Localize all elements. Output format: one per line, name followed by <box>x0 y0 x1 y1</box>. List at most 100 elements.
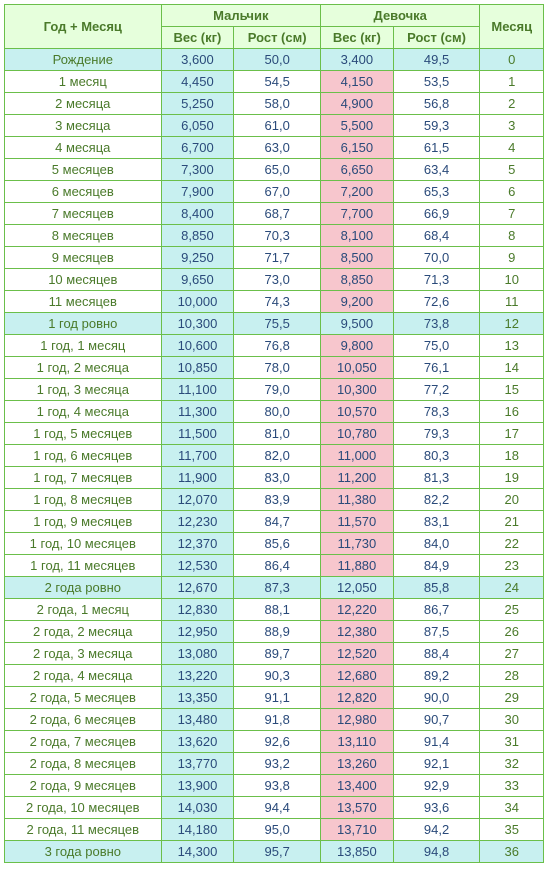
boy-height: 63,0 <box>234 137 321 159</box>
table-row: 1 год, 4 месяца11,30080,010,57078,316 <box>5 401 544 423</box>
month-number: 14 <box>480 357 544 379</box>
age-label: 3 года ровно <box>5 841 162 863</box>
girl-weight: 4,150 <box>321 71 394 93</box>
table-row: 2 года, 8 месяцев13,77093,213,26092,132 <box>5 753 544 775</box>
month-number: 1 <box>480 71 544 93</box>
month-number: 5 <box>480 159 544 181</box>
boy-height: 70,3 <box>234 225 321 247</box>
girl-weight: 7,700 <box>321 203 394 225</box>
girl-weight: 13,110 <box>321 731 394 753</box>
girl-weight: 11,000 <box>321 445 394 467</box>
girl-weight: 3,400 <box>321 49 394 71</box>
girl-weight: 12,220 <box>321 599 394 621</box>
table-row: 6 месяцев7,90067,07,20065,36 <box>5 181 544 203</box>
month-number: 12 <box>480 313 544 335</box>
boy-weight: 12,830 <box>161 599 234 621</box>
girl-height: 65,3 <box>393 181 480 203</box>
age-label: 1 год, 9 месяцев <box>5 511 162 533</box>
girl-weight: 9,500 <box>321 313 394 335</box>
month-number: 31 <box>480 731 544 753</box>
girl-height: 94,8 <box>393 841 480 863</box>
girl-weight: 11,380 <box>321 489 394 511</box>
month-number: 28 <box>480 665 544 687</box>
girl-weight: 6,150 <box>321 137 394 159</box>
boy-height: 85,6 <box>234 533 321 555</box>
boy-weight: 12,530 <box>161 555 234 577</box>
age-label: 2 года, 5 месяцев <box>5 687 162 709</box>
table-row: 1 год, 9 месяцев12,23084,711,57083,121 <box>5 511 544 533</box>
table-row: 1 год, 6 месяцев11,70082,011,00080,318 <box>5 445 544 467</box>
girl-height: 94,2 <box>393 819 480 841</box>
boy-height: 86,4 <box>234 555 321 577</box>
month-number: 15 <box>480 379 544 401</box>
girl-weight: 12,050 <box>321 577 394 599</box>
age-label: 1 год, 3 месяца <box>5 379 162 401</box>
table-row: 2 года, 10 месяцев14,03094,413,57093,634 <box>5 797 544 819</box>
boy-height: 73,0 <box>234 269 321 291</box>
boy-weight: 10,000 <box>161 291 234 313</box>
age-label: 2 года, 6 месяцев <box>5 709 162 731</box>
month-number: 32 <box>480 753 544 775</box>
boy-height: 88,9 <box>234 621 321 643</box>
table-row: 1 год, 5 месяцев11,50081,010,78079,317 <box>5 423 544 445</box>
table-row: 3 месяца6,05061,05,50059,33 <box>5 115 544 137</box>
girl-height: 72,6 <box>393 291 480 313</box>
girl-height: 76,1 <box>393 357 480 379</box>
age-label: 2 года, 10 месяцев <box>5 797 162 819</box>
table-row: 2 года, 4 месяца13,22090,312,68089,228 <box>5 665 544 687</box>
age-label: 1 год, 10 месяцев <box>5 533 162 555</box>
girl-height: 71,3 <box>393 269 480 291</box>
month-number: 34 <box>480 797 544 819</box>
girl-weight: 10,300 <box>321 379 394 401</box>
table-row: 2 года, 3 месяца13,08089,712,52088,427 <box>5 643 544 665</box>
month-number: 19 <box>480 467 544 489</box>
month-number: 10 <box>480 269 544 291</box>
girl-weight: 13,710 <box>321 819 394 841</box>
age-label: 1 год, 11 месяцев <box>5 555 162 577</box>
boy-weight: 14,300 <box>161 841 234 863</box>
header-girl-height: Рост (см) <box>393 27 480 49</box>
boy-weight: 4,450 <box>161 71 234 93</box>
boy-weight: 12,370 <box>161 533 234 555</box>
header-boy: Мальчик <box>161 5 320 27</box>
girl-weight: 4,900 <box>321 93 394 115</box>
girl-weight: 8,850 <box>321 269 394 291</box>
age-label: 3 месяца <box>5 115 162 137</box>
age-label: 1 год, 6 месяцев <box>5 445 162 467</box>
age-label: 8 месяцев <box>5 225 162 247</box>
boy-weight: 6,700 <box>161 137 234 159</box>
age-label: 1 месяц <box>5 71 162 93</box>
girl-height: 85,8 <box>393 577 480 599</box>
boy-height: 88,1 <box>234 599 321 621</box>
age-label: 5 месяцев <box>5 159 162 181</box>
girl-weight: 6,650 <box>321 159 394 181</box>
table-row: 2 месяца5,25058,04,90056,82 <box>5 93 544 115</box>
age-label: 7 месяцев <box>5 203 162 225</box>
age-label: 2 года, 4 месяца <box>5 665 162 687</box>
girl-height: 87,5 <box>393 621 480 643</box>
age-label: 2 года, 8 месяцев <box>5 753 162 775</box>
girl-weight: 5,500 <box>321 115 394 137</box>
boy-weight: 12,950 <box>161 621 234 643</box>
boy-height: 95,7 <box>234 841 321 863</box>
boy-height: 61,0 <box>234 115 321 137</box>
age-label: 2 года ровно <box>5 577 162 599</box>
girl-height: 86,7 <box>393 599 480 621</box>
boy-weight: 9,250 <box>161 247 234 269</box>
month-number: 11 <box>480 291 544 313</box>
table-row: 2 года, 5 месяцев13,35091,112,82090,029 <box>5 687 544 709</box>
table-row: 2 года, 7 месяцев13,62092,613,11091,431 <box>5 731 544 753</box>
boy-weight: 12,670 <box>161 577 234 599</box>
boy-height: 91,1 <box>234 687 321 709</box>
boy-weight: 10,600 <box>161 335 234 357</box>
girl-height: 75,0 <box>393 335 480 357</box>
month-number: 17 <box>480 423 544 445</box>
age-label: 2 года, 2 месяца <box>5 621 162 643</box>
boy-weight: 13,480 <box>161 709 234 731</box>
boy-height: 75,5 <box>234 313 321 335</box>
boy-height: 94,4 <box>234 797 321 819</box>
girl-height: 84,9 <box>393 555 480 577</box>
boy-height: 67,0 <box>234 181 321 203</box>
age-label: Рождение <box>5 49 162 71</box>
boy-weight: 12,070 <box>161 489 234 511</box>
